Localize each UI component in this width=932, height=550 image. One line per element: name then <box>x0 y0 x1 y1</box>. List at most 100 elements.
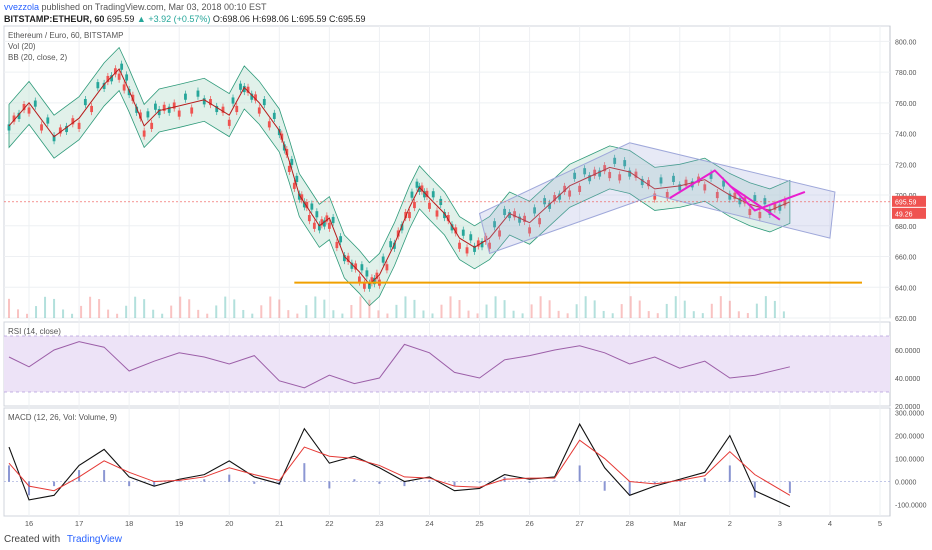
candle-body <box>354 263 358 270</box>
candle-body <box>209 99 212 106</box>
macd-histogram-bar <box>728 465 731 482</box>
macd-histogram-bar <box>128 481 131 487</box>
candle-body <box>640 178 644 186</box>
candle-body <box>778 204 782 211</box>
candle-body <box>533 207 536 214</box>
volume-bar <box>305 305 308 318</box>
volume-bar <box>548 300 551 318</box>
volume-bar <box>674 296 677 318</box>
volume-bar <box>539 296 542 318</box>
volume-bar <box>278 299 281 318</box>
x-tick-label: 27 <box>575 519 583 528</box>
candle-body <box>307 215 311 222</box>
candle-body <box>290 158 294 166</box>
volume-bar <box>116 313 119 318</box>
x-tick-label: 16 <box>25 519 33 528</box>
x-tick-label: 22 <box>325 519 333 528</box>
candle-body <box>125 74 129 81</box>
candle-body <box>122 84 126 91</box>
rsi-line <box>8 341 791 389</box>
vol-indicator-label: Vol (20) <box>8 42 36 51</box>
bb-indicator-label: BB (20, close, 2) <box>8 53 67 62</box>
candle-body <box>608 172 612 179</box>
candle-body <box>368 282 371 289</box>
volume-bar <box>260 305 263 318</box>
tradingview-logo[interactable]: TradingView <box>66 534 122 545</box>
volume-bar <box>170 305 173 318</box>
volume-bar <box>611 313 614 318</box>
volume-bar <box>314 296 317 318</box>
volume-bar <box>413 299 416 318</box>
volume-bar <box>80 305 83 318</box>
volume-bar <box>476 313 479 318</box>
macd-pane-title: MACD (12, 26, Vol: Volume, 9) <box>8 413 117 422</box>
candle-body <box>370 277 374 284</box>
volume-bar <box>566 313 569 318</box>
candle-body <box>154 103 157 110</box>
candle-body <box>287 165 291 172</box>
volume-bar <box>467 310 470 318</box>
candle-body <box>117 73 121 80</box>
candle-body <box>578 185 582 192</box>
volume-bar <box>350 304 353 318</box>
price-axis-label: 780.00 <box>895 70 917 77</box>
bollinger-band <box>8 46 791 307</box>
candle-body <box>327 222 331 229</box>
candle-body <box>493 221 496 228</box>
volume-bar <box>89 296 92 318</box>
volume-bar <box>296 313 299 318</box>
candle-body <box>469 234 473 241</box>
candle-body <box>523 215 526 222</box>
x-tick-label: 18 <box>125 519 133 528</box>
candle-body <box>381 256 385 263</box>
candle-body <box>46 117 50 124</box>
candle-body <box>476 240 480 247</box>
candle-body <box>190 107 194 114</box>
volume-bar <box>755 303 758 318</box>
macd-histogram-bar <box>103 470 106 482</box>
candle-body <box>302 201 306 208</box>
candle-body <box>257 107 261 114</box>
volume-bar <box>521 313 524 318</box>
volume-bar <box>251 313 254 318</box>
candle-body <box>753 195 757 202</box>
candle-body <box>435 210 439 217</box>
macd-histogram-bar <box>253 481 256 484</box>
volume-bar <box>683 300 686 318</box>
candle-body <box>415 181 419 188</box>
macd-axis-label: 300.0000 <box>895 411 924 418</box>
footer-created-with: Created with <box>4 534 61 545</box>
candle-body <box>672 175 675 182</box>
candle-body <box>58 127 62 134</box>
candle-body <box>113 68 117 75</box>
macd-histogram-bar <box>353 479 356 482</box>
macd-histogram-bar <box>303 463 306 482</box>
published-text: published on TradingView.com, Mar 03, 20… <box>41 2 267 12</box>
volume-bar <box>62 309 65 318</box>
volume-bar <box>494 296 497 318</box>
candle-body <box>77 122 81 129</box>
candle-body <box>488 242 491 249</box>
candle-body <box>331 216 335 224</box>
candle-body <box>389 241 393 248</box>
candle-body <box>385 264 389 271</box>
volume-bar <box>719 296 722 318</box>
candle-body <box>196 90 200 97</box>
volume-bar <box>692 311 695 318</box>
candle-body <box>162 104 166 111</box>
macd-axis-label: -100.0000 <box>895 503 927 510</box>
volume-bar <box>764 296 767 318</box>
candle-body <box>553 195 557 202</box>
candle-body <box>518 216 521 223</box>
candle-body <box>623 160 627 167</box>
volume-bar <box>431 313 434 318</box>
price-change: ▲ +3.92 (+0.57%) <box>136 14 211 24</box>
volume-bar <box>782 311 785 318</box>
volume-bar <box>152 309 155 318</box>
x-tick-label: 21 <box>275 519 283 528</box>
publish-line: vvezzola published on TradingView.com, M… <box>4 2 267 12</box>
candle-body <box>758 211 762 219</box>
last-price-tag: 695.59 <box>895 199 917 206</box>
author-link[interactable]: vvezzola <box>4 2 40 12</box>
